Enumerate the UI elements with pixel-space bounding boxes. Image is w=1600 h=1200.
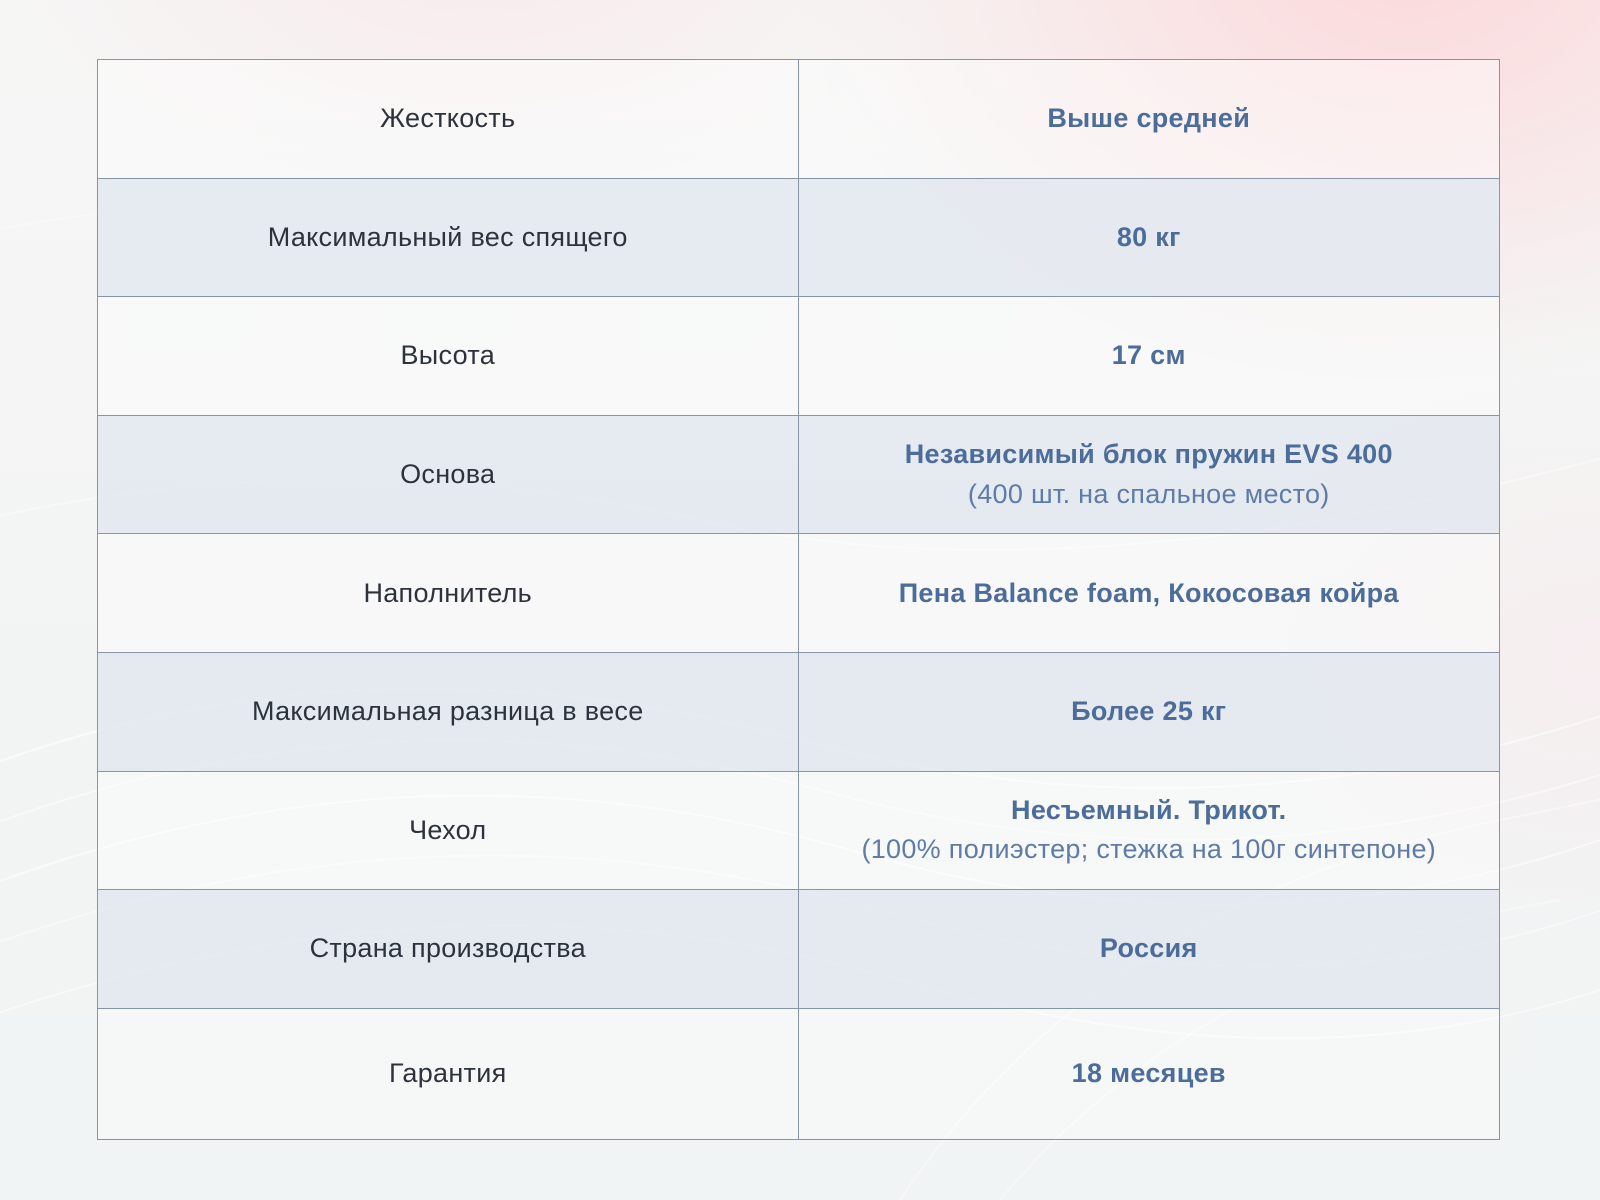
spec-value-main: Россия xyxy=(1099,933,1198,964)
spec-value: 18 месяцев xyxy=(799,1009,1500,1139)
spec-value-main: 17 см xyxy=(1111,340,1186,371)
table-row: Максимальный вес спящего 80 кг xyxy=(98,177,1500,297)
spec-value-note: (400 шт. на спальное место) xyxy=(967,478,1330,509)
table-row: Гарантия 18 месяцев xyxy=(98,1007,1500,1139)
spec-table: Жесткость Выше средней Максимальный вес … xyxy=(97,59,1500,1140)
spec-value-main: Более 25 кг xyxy=(1071,696,1227,727)
spec-label: Страна производства xyxy=(98,890,799,1008)
spec-label: Максимальный вес спящего xyxy=(98,178,799,297)
table-row: Наполнитель Пена Balance foam, Кокосовая… xyxy=(98,533,1499,652)
table-row: Максимальная разница в весе Более 25 кг xyxy=(98,651,1500,771)
spec-value-main: 18 месяцев xyxy=(1071,1058,1226,1089)
spec-label: Высота xyxy=(98,297,799,415)
spec-value: Несъемный. Трикот. (100% полиэстер; стеж… xyxy=(799,772,1500,890)
table-row: Чехол Несъемный. Трикот. (100% полиэстер… xyxy=(98,770,1500,890)
spec-value: 17 см xyxy=(799,297,1500,415)
table-row: Основа Независимый блок пружин EVS 400 (… xyxy=(98,414,1500,534)
spec-value: 80 кг xyxy=(799,179,1500,297)
spec-label: Основа xyxy=(98,415,799,534)
spec-label: Максимальная разница в весе xyxy=(98,652,799,771)
table-row: Жесткость Выше средней xyxy=(98,60,1499,178)
spec-value-note: (100% полиэстер; стежка на 100г синтепон… xyxy=(861,834,1437,865)
spec-value: Россия xyxy=(799,890,1500,1008)
spec-label: Наполнитель xyxy=(98,534,799,652)
spec-value-main: Независимый блок пружин EVS 400 xyxy=(904,439,1393,470)
spec-label: Гарантия xyxy=(98,1008,799,1139)
spec-label: Жесткость xyxy=(98,60,799,178)
spec-value: Пена Balance foam, Кокосовая койра xyxy=(799,534,1500,652)
spec-value-main: 80 кг xyxy=(1116,221,1181,252)
spec-value-main: Выше средней xyxy=(1047,103,1251,134)
table-row: Высота 17 см xyxy=(98,296,1499,415)
spec-value: Независимый блок пружин EVS 400 (400 шт.… xyxy=(799,416,1500,534)
table-row: Страна производства Россия xyxy=(98,889,1499,1008)
spec-value-main: Несъемный. Трикот. xyxy=(1011,795,1287,826)
spec-value: Более 25 кг xyxy=(799,653,1500,771)
spec-value-main: Пена Balance foam, Кокосовая койра xyxy=(898,577,1399,608)
spec-label: Чехол xyxy=(98,771,799,890)
spec-value: Выше средней xyxy=(799,60,1500,178)
